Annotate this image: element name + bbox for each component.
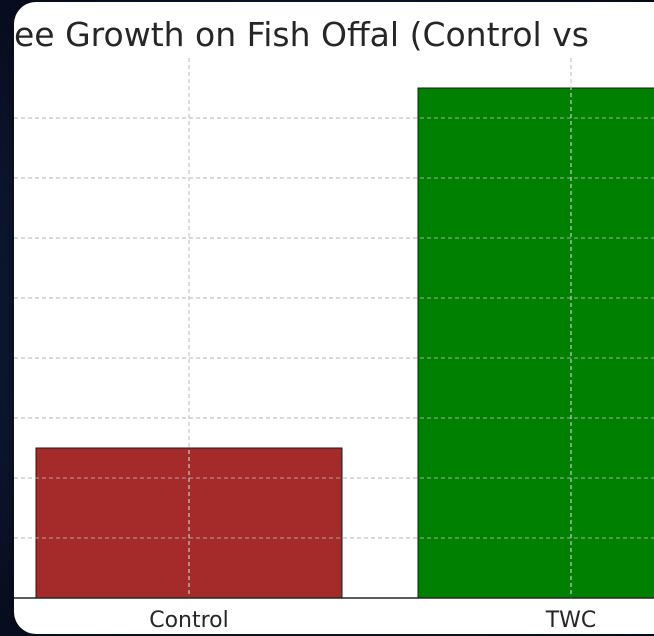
bar-twc [417,87,654,599]
bars [14,58,654,599]
chart-title: ee Growth on Fish Offal (Control vs [14,15,589,54]
bar-chart: ee Growth on Fish Offal (Control vs Cont… [14,15,654,633]
chart-frame: ee Growth on Fish Offal (Control vs Cont… [14,2,654,634]
x-tick-label: Control [149,608,229,633]
x-tick-labels: Control TWC [149,608,596,633]
x-tick-label: TWC [545,608,597,633]
